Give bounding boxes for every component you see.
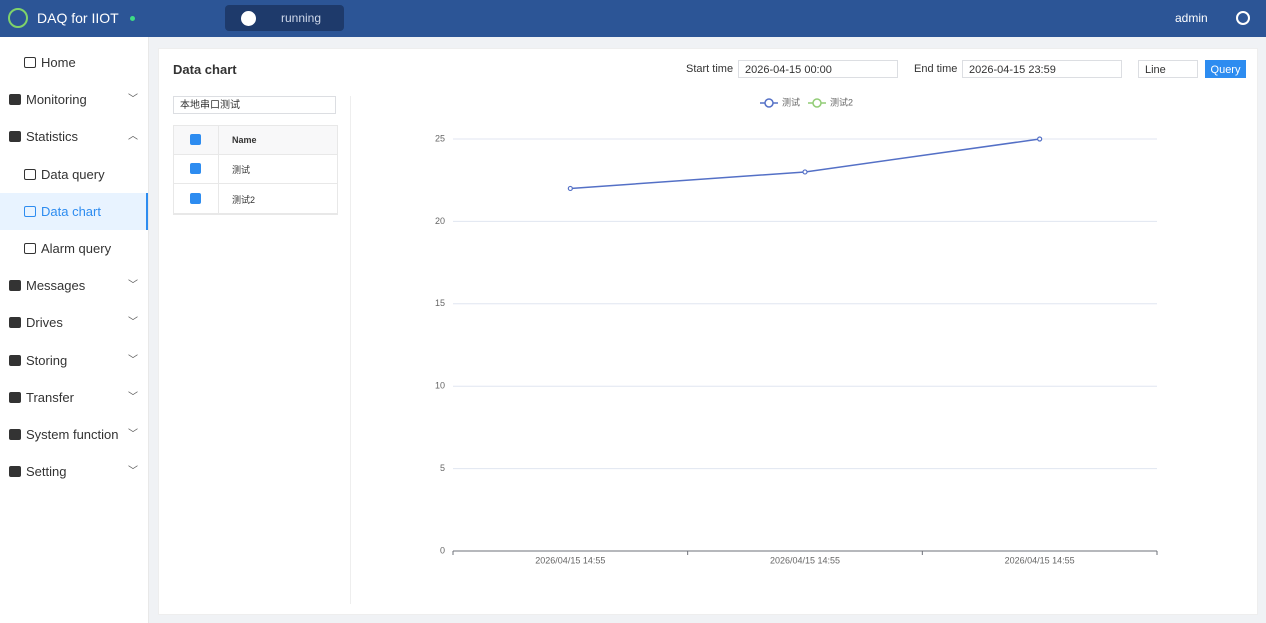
end-label: End time [914,63,958,75]
row-name: 测试2 [232,195,256,205]
status-dot [130,16,135,21]
y-tick-label: 5 [440,463,445,473]
start-input[interactable]: 2026-04-15 00:00 [738,60,898,78]
row-name: 测试 [232,165,251,175]
chevron: ﹀ [128,391,138,403]
row-line [174,213,337,214]
menu-label: Home [41,55,76,70]
menu-label: Setting [26,464,67,480]
x-tick-label: 2026/04/15 14:55 [770,555,840,565]
menu-icon [24,57,36,68]
menu-item[interactable]: System function ﹀ [0,416,148,453]
submenu-icon [24,205,36,217]
status-text: running [281,11,322,25]
top-bar: DAQ for IIOT running admin [0,0,1266,37]
menu-label: Messages [26,278,86,294]
menu-item[interactable]: Messages ﹀ [0,267,148,304]
submenu-icon [24,168,36,180]
menu-icon [9,429,21,440]
start-label: Start time [686,63,734,75]
chart-type-select[interactable]: Line [1138,60,1198,78]
end-input[interactable]: 2026-04-15 23:59 [962,60,1122,78]
row-checkbox[interactable] [190,193,201,204]
col-divider [218,126,219,214]
menu-item[interactable]: Transfer ﹀ [0,379,148,416]
sidebar: Home Monitoring ﹀ Statistics ︿ Data query Data… [0,37,149,623]
logo [8,8,28,28]
menu-label: Statistics [26,129,79,145]
legend-label: 测试 [782,96,800,107]
menu-item[interactable]: Drives ﹀ [0,304,148,341]
y-tick-label: 0 [440,545,445,555]
submenu-item[interactable]: Data chart [0,192,148,230]
chevron: ﹀ [128,429,138,440]
submenu-label: Data chart [41,203,101,219]
x-tick-label: 2026/04/15 14:55 [535,555,605,565]
row-line [174,183,337,184]
submenu-item[interactable]: Data query [0,156,148,193]
x-tick-label: 2026/04/15 14:55 [1005,555,1075,565]
menu-item[interactable]: Storing ﹀ [0,342,148,379]
menu-icon [9,391,21,403]
menu-label: Transfer [26,389,74,405]
menu-label: System function [26,427,119,442]
device-select[interactable]: 本地串口测试 [173,96,336,114]
chevron: ﹀ [128,354,138,366]
menu-item[interactable]: Monitoring ﹀ [0,81,148,118]
data-point [567,185,573,192]
y-tick-label: 25 [435,133,445,143]
chevron: ﹀ [128,466,138,478]
menu-icon [9,466,21,478]
menu-item[interactable]: Statistics ︿ [0,118,148,155]
submenu-label: Data query [41,166,105,182]
legend-marker [764,98,774,108]
menu-item[interactable]: Setting ﹀ [0,453,148,490]
table-head [174,126,337,155]
data-point [802,169,808,175]
menu-icon [9,280,21,292]
content-card: Data chart Start time 2026-04-15 00:00 E… [158,48,1258,615]
menu-label: Monitoring [26,92,87,108]
menu-icon [9,94,21,106]
app-title: DAQ for IIOT [37,10,119,26]
menu-label: Drives [26,315,63,331]
data-point [1037,136,1043,142]
series-line [570,138,1040,190]
chevron: ﹀ [128,317,138,329]
legend-label: 测试2 [830,96,853,107]
y-tick-label: 15 [435,298,445,308]
chart: 0 5 10 15 20 25 2026/04/15 14:55 2026/04/15 14:… [435,96,1158,565]
menu-item[interactable]: Home [0,44,148,81]
legend-marker [812,98,822,108]
pause-icon [241,11,256,26]
submenu-label: Alarm query [41,241,112,256]
panel-title: Data chart [173,62,237,77]
series-table: Name 测试测试2 [173,125,338,215]
run-toggle[interactable]: running [225,5,344,31]
menu-icon [9,131,21,143]
query-button[interactable]: Query [1205,60,1246,78]
chevron: ︿ [128,131,138,143]
menu-icon [9,354,21,366]
submenu-item[interactable]: Alarm query [0,230,148,267]
submenu-icon [24,243,36,254]
chevron: ﹀ [128,280,138,292]
menu-label: Storing [26,352,68,368]
row-checkbox[interactable] [190,163,201,174]
chevron: ﹀ [128,94,138,106]
y-tick-label: 10 [435,381,445,391]
language-icon[interactable] [1236,11,1250,25]
user-name[interactable]: admin [1175,11,1208,25]
select-all[interactable] [190,134,201,145]
divider [350,96,351,604]
y-tick-label: 20 [435,216,445,226]
menu-icon [9,317,21,329]
name-header: Name [232,135,257,145]
